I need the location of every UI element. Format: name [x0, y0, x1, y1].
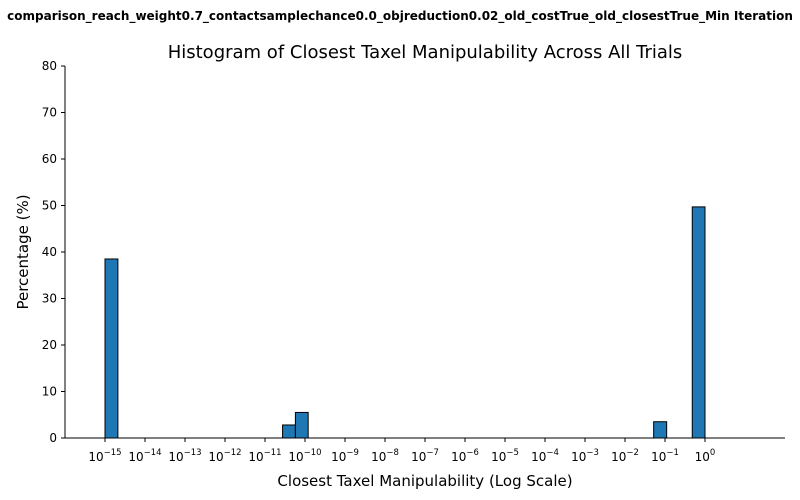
x-tick-label: 10−6: [451, 448, 479, 464]
x-tick-label: 10−11: [248, 448, 281, 464]
x-tick-label: 10−1: [651, 448, 679, 464]
histogram-bar: [691, 206, 706, 439]
x-tick-label: 10−8: [371, 448, 399, 464]
x-tick-label: 10−12: [208, 448, 241, 464]
x-tick-label: 10−14: [128, 448, 161, 464]
histogram-bar: [104, 258, 119, 439]
y-tick-label: 0: [49, 431, 57, 445]
figure-suptitle: comparison_reach_weight0.7_contactsample…: [7, 9, 793, 24]
x-tick-label: 10−4: [531, 448, 559, 464]
x-tick-label: 10−2: [611, 448, 639, 464]
y-tick-label: 70: [42, 106, 57, 120]
x-tick-label: 10−10: [288, 448, 321, 464]
y-tick-label: 50: [42, 199, 57, 213]
x-tick-label: 10−3: [571, 448, 599, 464]
y-tick-label: 60: [42, 152, 57, 166]
y-tick-label: 20: [42, 338, 57, 352]
x-tick-label: 10−15: [88, 448, 121, 464]
histogram-bar: [653, 421, 668, 439]
y-tick-label: 10: [42, 385, 57, 399]
x-tick-label: 10−13: [168, 448, 201, 464]
y-tick-label: 30: [42, 292, 57, 306]
histogram-bars: [104, 206, 706, 439]
chart-title: Histogram of Closest Taxel Manipulabilit…: [168, 42, 683, 63]
x-tick-label: 10−9: [331, 448, 359, 464]
x-tick-label: 10−7: [411, 448, 439, 464]
histogram-bar: [282, 424, 296, 439]
y-axis-ticks: 0 10 20 30 40 50 60 70 80: [42, 59, 65, 445]
y-axis-label: Percentage (%): [14, 194, 32, 309]
x-axis-label: Closest Taxel Manipulability (Log Scale): [277, 472, 572, 490]
y-tick-label: 80: [42, 59, 57, 73]
x-axis-ticks: 10−15 10−14 10−13 10−12 10−11 10−10 10−9 10−8 10…: [88, 438, 715, 464]
y-tick-label: 40: [42, 245, 57, 259]
histogram-bar: [294, 411, 309, 439]
x-tick-label: 10−5: [491, 448, 519, 464]
x-tick-label: 100: [695, 448, 716, 464]
